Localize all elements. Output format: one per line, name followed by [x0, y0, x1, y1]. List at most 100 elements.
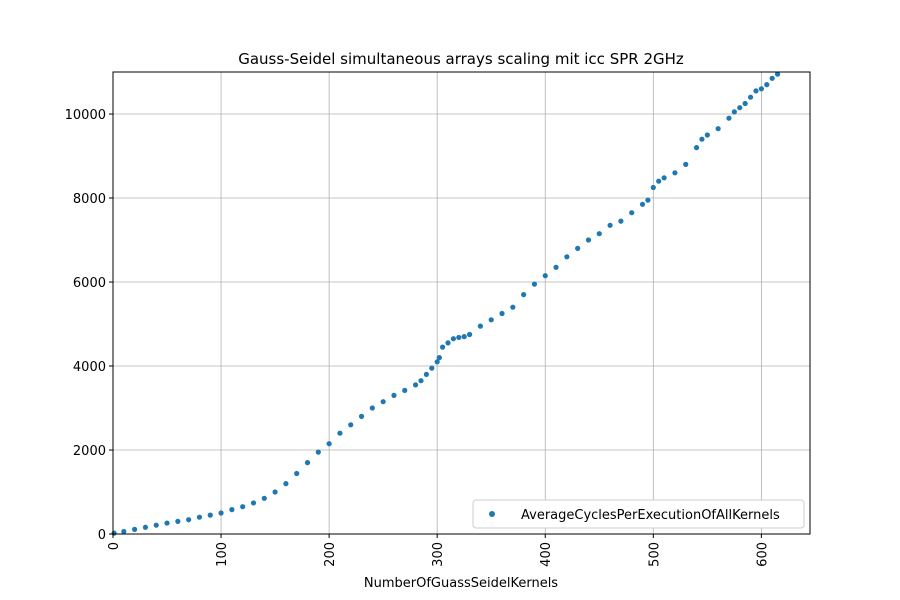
data-point: [699, 136, 705, 142]
data-point: [186, 517, 192, 523]
y-axis-ticks: 0 2000 4000 6000 8000 10000: [65, 108, 113, 543]
data-point: [467, 331, 473, 338]
plot-frame: [112, 71, 811, 535]
data-point: [774, 71, 781, 77]
data-point: [618, 218, 624, 224]
data-point: [564, 254, 570, 260]
data-point: [575, 245, 581, 251]
data-point: [596, 231, 602, 237]
data-point: [326, 441, 332, 447]
data-point: [456, 334, 462, 341]
data-point: [715, 126, 721, 132]
data-point: [304, 460, 311, 466]
data-point: [704, 132, 710, 138]
data-point: [272, 489, 278, 495]
data-point: [229, 507, 235, 513]
data-point: [121, 528, 127, 535]
x-tick-label: 300: [431, 542, 446, 567]
data-point: [207, 512, 213, 518]
data-point: [250, 500, 257, 506]
data-point: [764, 82, 770, 88]
data-point: [531, 281, 538, 287]
data-point: [283, 481, 289, 487]
data-point: [412, 382, 419, 388]
data-point: [445, 340, 451, 346]
legend-entry-series: AverageCyclesPerExecutionOfAllKernels: [521, 508, 780, 523]
data-point: [380, 399, 386, 405]
data-point: [429, 365, 435, 371]
data-point: [521, 292, 527, 298]
data-point: [629, 210, 635, 216]
data-point: [639, 201, 646, 207]
data-point: [747, 94, 754, 100]
data-point: [294, 470, 300, 477]
data-point: [542, 273, 548, 279]
data-point: [742, 100, 748, 107]
data-point: [369, 405, 375, 411]
data-point: [418, 378, 424, 384]
data-point: [196, 514, 203, 520]
data-point: [731, 109, 737, 115]
data-point: [656, 178, 662, 184]
data-point: [645, 197, 651, 203]
y-tick-label: 4000: [73, 360, 106, 375]
data-point: [315, 449, 321, 455]
data-point: [693, 145, 700, 151]
x-tick-label: 600: [755, 542, 770, 567]
data-points: [111, 71, 781, 536]
data-point: [153, 522, 159, 528]
data-point: [164, 520, 170, 526]
data-point: [261, 495, 267, 501]
x-axis-label: NumberOfGuassSeidelKernels: [364, 576, 558, 591]
data-point: [769, 75, 775, 81]
data-point: [337, 430, 343, 436]
data-point: [132, 526, 138, 532]
data-point: [175, 518, 181, 525]
data-point: [661, 175, 667, 181]
data-point: [499, 310, 505, 317]
x-axis-ticks: 0 100 200 300 400 500 600: [107, 534, 770, 567]
data-point: [585, 237, 592, 243]
data-point: [142, 524, 149, 530]
data-point: [436, 355, 442, 361]
y-tick-label: 10000: [65, 108, 106, 123]
data-point: [553, 264, 559, 270]
data-point: [683, 161, 689, 167]
y-tick-label: 2000: [73, 444, 106, 459]
data-point: [358, 413, 365, 419]
data-point: [477, 323, 484, 329]
legend-box: [472, 499, 805, 529]
x-tick-label: 400: [539, 542, 554, 567]
data-point: [434, 359, 440, 365]
data-point: [450, 336, 456, 342]
data-point: [672, 170, 678, 176]
data-point: [726, 115, 732, 121]
data-point: [753, 88, 759, 94]
y-tick-label: 0: [98, 528, 106, 543]
x-tick-label: 100: [215, 542, 230, 567]
grid-lines: [112, 72, 810, 535]
data-point: [423, 371, 429, 377]
chart-title: Gauss-Seidel simultaneous arrays scaling…: [238, 50, 684, 68]
data-point: [461, 334, 467, 340]
x-tick-label: 200: [323, 542, 338, 567]
data-point: [348, 422, 354, 428]
data-point: [737, 105, 743, 111]
data-point: [218, 510, 224, 516]
data-point: [439, 344, 446, 350]
data-point: [607, 222, 613, 228]
data-point: [111, 530, 117, 536]
data-point: [391, 392, 397, 398]
x-tick-label: 500: [647, 542, 662, 567]
y-tick-label: 6000: [73, 276, 106, 291]
data-point: [758, 86, 764, 92]
data-point: [240, 504, 246, 510]
data-point: [488, 317, 494, 323]
data-point: [402, 387, 408, 393]
data-point: [650, 184, 656, 191]
legend: AverageCyclesPerExecutionOfAllKernels: [472, 499, 805, 529]
data-point: [510, 304, 516, 310]
plot-area: [113, 72, 810, 534]
legend-marker: [489, 511, 495, 517]
